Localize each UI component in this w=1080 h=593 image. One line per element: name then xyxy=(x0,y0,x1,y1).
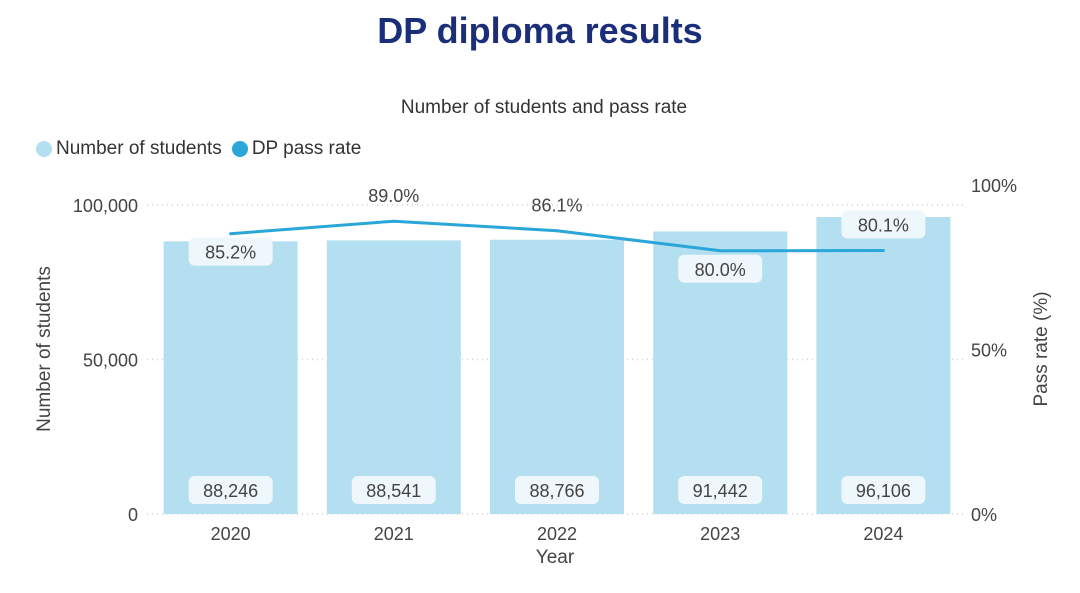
pass-rate-point xyxy=(392,219,396,223)
bar-value-label: 96,106 xyxy=(856,481,911,501)
pass-rate-point xyxy=(555,229,559,233)
legend-item-students[interactable]: Number of students xyxy=(36,138,222,160)
line-label-box xyxy=(841,210,926,239)
x-tick-label: 2020 xyxy=(211,524,251,544)
x-tick-label: 2024 xyxy=(863,524,903,544)
line-value-label: 85.2% xyxy=(205,243,256,263)
chart-legend: Number of students DP pass rate xyxy=(36,138,371,160)
legend-swatch-students xyxy=(36,141,52,157)
y-tick-label: 50,000 xyxy=(83,351,138,371)
pass-rate-point xyxy=(229,232,233,236)
y2-tick-label: 100% xyxy=(971,176,1017,196)
chart-title: Number of students and pass rate xyxy=(400,97,688,118)
legend-swatch-pass-rate xyxy=(231,141,248,157)
pass-rate-point xyxy=(718,249,722,253)
bar-label-box xyxy=(678,476,763,504)
bar-value-label: 88,246 xyxy=(203,481,258,501)
bar xyxy=(490,239,624,514)
pass-rate-point xyxy=(881,248,885,252)
bar-label-box xyxy=(515,476,599,504)
bar-value-label: 88,541 xyxy=(366,481,421,501)
legend-label-pass-rate: DP pass rate xyxy=(251,138,362,159)
y-tick-label: 0 xyxy=(128,505,138,525)
bar-label-box xyxy=(188,476,273,504)
x-tick-label: 2023 xyxy=(700,524,740,544)
page-title: DP diploma results xyxy=(377,10,703,51)
y2-tick-label: 50% xyxy=(971,341,1007,361)
line-value-label: 86.1% xyxy=(531,196,582,216)
bar-label-box xyxy=(351,476,436,504)
line-label-box xyxy=(188,237,273,266)
bar xyxy=(816,217,951,514)
y2-tick-label: 0% xyxy=(971,505,997,525)
x-tick-label: 2022 xyxy=(537,524,577,544)
bar-value-label: 91,442 xyxy=(693,481,748,501)
line-label-box xyxy=(678,254,763,283)
bar-label-box xyxy=(841,476,926,504)
x-axis-title: Year xyxy=(536,547,575,568)
y-axis-title: Number of students xyxy=(34,266,55,432)
y-tick-label: 100,000 xyxy=(73,196,138,216)
line-value-label: 89.0% xyxy=(368,186,419,206)
bar-value-label: 88,766 xyxy=(529,481,584,501)
bar xyxy=(326,240,461,514)
y2-axis-title: Pass rate (%) xyxy=(1031,291,1052,406)
bar xyxy=(163,241,298,514)
legend-item-pass-rate[interactable]: DP pass rate xyxy=(231,138,362,160)
legend-label-students: Number of students xyxy=(56,138,222,159)
x-tick-label: 2021 xyxy=(374,524,414,544)
line-value-label: 80.1% xyxy=(858,215,909,235)
line-value-label: 80.0% xyxy=(695,260,746,280)
